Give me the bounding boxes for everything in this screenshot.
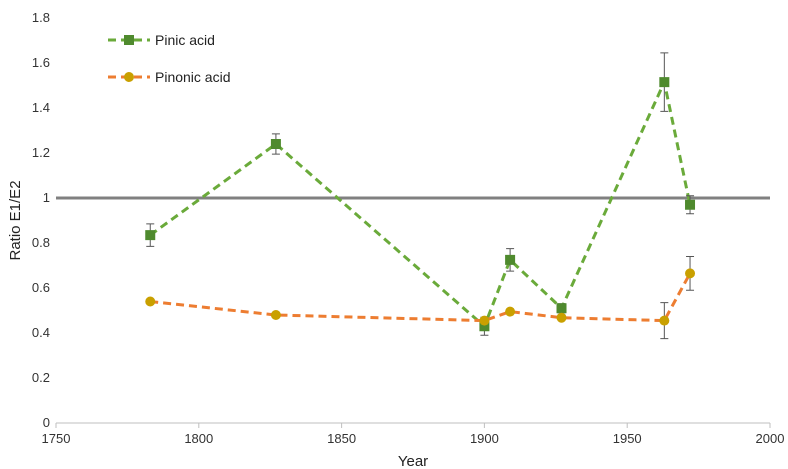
pinonic-acid-series	[145, 256, 696, 340]
legend-pinonic-acid-marker	[124, 72, 134, 82]
legend-pinonic-acid-label: Pinonic acid	[155, 69, 231, 85]
legend-pinic-acid-marker	[124, 35, 134, 45]
x-tick-label: 1950	[613, 431, 642, 446]
pinonic-acid-point	[556, 312, 567, 323]
pinic-acid-series	[145, 52, 696, 336]
y-tick-label: 0.2	[32, 370, 50, 385]
pinonic-acid-point	[270, 310, 281, 320]
y-tick-label: 0.8	[32, 235, 50, 250]
legend-pinic-acid-label: Pinic acid	[155, 32, 215, 48]
x-axis-ticks: 1750 1800 1850 1900 1950 2000	[42, 423, 785, 446]
y-tick-label: 0.4	[32, 325, 50, 340]
y-tick-label: 1	[43, 190, 50, 205]
pinic-acid-line	[149, 77, 692, 329]
y-tick-label: 1.6	[32, 55, 50, 70]
y-tick-label: 0.6	[32, 280, 50, 295]
y-axis-ticks: 0 0.2 0.4 0.6 0.8 1 1.2 1.4 1.6 1.8	[32, 10, 50, 430]
x-tick-label: 1850	[327, 431, 356, 446]
pinic-acid-point	[479, 321, 490, 332]
pinic-acid-point	[685, 199, 696, 210]
pinonic-acid-point	[685, 268, 696, 279]
pinonic-acid-point	[479, 315, 490, 326]
pinonic-acid-point	[659, 315, 670, 326]
y-tick-label: 1.2	[32, 145, 50, 160]
x-tick-label: 1800	[184, 431, 213, 446]
pinic-acid-point	[556, 303, 567, 314]
pinic-acid-point	[145, 230, 156, 241]
x-tick-label: 1900	[470, 431, 499, 446]
x-tick-label: 1750	[42, 431, 71, 446]
legend: Pinic acid Pinonic acid	[108, 32, 231, 85]
pinic-acid-point	[270, 139, 281, 149]
pinic-acid-point	[659, 77, 670, 88]
series-layer	[145, 52, 696, 340]
y-tick-label: 1.8	[32, 10, 50, 25]
pinonic-acid-point	[505, 306, 516, 317]
y-tick-label: 0	[43, 415, 50, 430]
y-tick-label: 1.4	[32, 100, 50, 115]
pinonic-acid-line	[150, 272, 692, 323]
x-tick-label: 2000	[756, 431, 785, 446]
pinic-acid-point	[505, 254, 516, 265]
pinonic-acid-point	[145, 296, 156, 307]
y-axis-title: Ratio E1/E2	[7, 180, 24, 260]
x-axis-title: Year	[398, 453, 428, 469]
